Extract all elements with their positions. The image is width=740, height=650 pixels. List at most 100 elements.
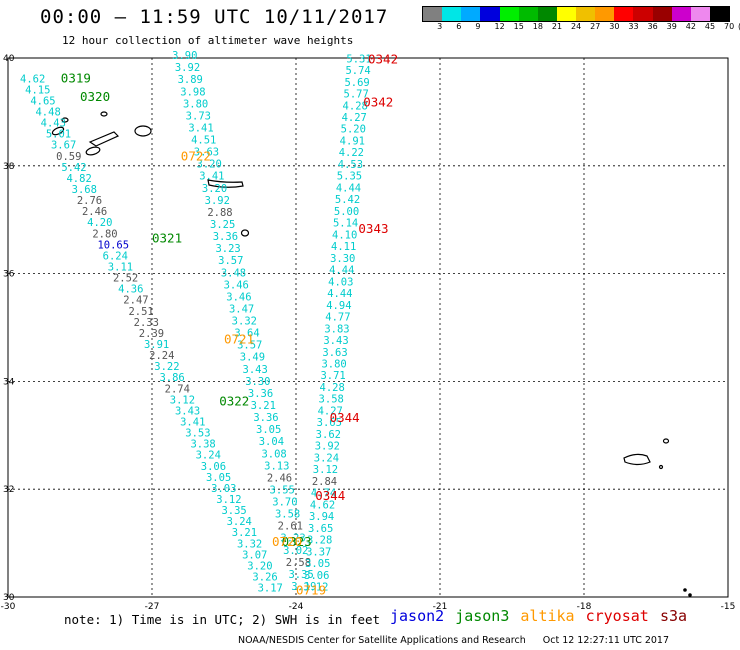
wave-height-value: 4.62	[20, 73, 45, 85]
wave-height-value: 3.04	[259, 436, 284, 448]
wave-height-value: 4.44	[329, 265, 354, 277]
wave-height-value: 5.14	[333, 218, 358, 230]
wave-height-value: 5.31	[346, 53, 371, 65]
wave-height-value: 2.46	[267, 472, 292, 484]
wave-height-value: 4.48	[35, 106, 60, 118]
island-graciosa	[100, 111, 108, 117]
lon-tick-label: -30	[1, 602, 16, 612]
wave-height-value: 0.59	[56, 151, 81, 163]
legend-swatch	[518, 7, 538, 21]
wave-height-value: 3.35	[288, 569, 313, 581]
pass-time-label: 0342	[363, 95, 393, 110]
pass-time-label: 0344	[330, 410, 360, 425]
lat-tick-label: 32	[3, 485, 14, 495]
wave-height-value: 3.12	[303, 582, 328, 594]
wave-height-value: 2.33	[134, 317, 159, 329]
wave-height-value: 4.03	[328, 276, 353, 288]
legend-swatch	[556, 7, 576, 21]
wave-height-value: 3.98	[180, 86, 205, 98]
wave-height-value: 4.22	[339, 147, 364, 159]
wave-height-value: 3.73	[186, 110, 211, 122]
wave-height-value: 4.28	[343, 100, 368, 112]
wave-height-value: 3.49	[240, 352, 265, 364]
map-title: 00:00 – 11:59 UTC 10/11/2017	[40, 6, 389, 28]
wave-height-value: 3.05	[256, 424, 281, 436]
wave-height-value: 3.62	[316, 429, 341, 441]
wave-height-value: 3.36	[213, 231, 238, 243]
wave-height-value: 3.24	[314, 452, 339, 464]
wave-height-value: 3.32	[237, 538, 262, 550]
satellite-legend-item: s3a	[660, 607, 688, 625]
legend-label: 18	[532, 22, 543, 31]
wave-height-value: 2.76	[77, 195, 102, 207]
legend-swatch	[614, 7, 634, 21]
legend-swatch	[652, 7, 672, 21]
cryosat-track: 5.315.745.695.774.284.275.204.914.224.53…	[303, 53, 371, 593]
pass-time-label: 0322	[219, 394, 249, 409]
wave-height-value: 3.55	[270, 484, 295, 496]
wave-height-value: 3.05	[206, 472, 231, 484]
lon-tick-label: -15	[721, 602, 736, 612]
legend-swatch	[423, 7, 443, 21]
legend-label: 6	[456, 22, 462, 31]
wave-height-value: 3.22	[154, 361, 179, 373]
wave-height-value: 4.15	[25, 84, 50, 96]
wave-height-value: 3.21	[251, 400, 276, 412]
island-faial	[85, 146, 101, 156]
wave-height-value: 3.65	[317, 417, 342, 429]
wave-height-value: 4.36	[118, 284, 143, 296]
wave-height-value: 3.63	[322, 347, 347, 359]
wave-height-value: 4.27	[342, 112, 367, 124]
legend-label: 70	[724, 22, 735, 31]
footer-credit: NOAA/NESDIS Center for Satellite Applica…	[238, 635, 669, 646]
legend-swatch	[595, 7, 615, 21]
wave-height-value: 4.77	[325, 312, 350, 324]
legend-swatch	[499, 7, 519, 21]
wave-height-value: 3.19	[291, 581, 316, 593]
wave-height-value: 3.36	[253, 412, 278, 424]
wave-height-value: 5.20	[341, 124, 366, 136]
wave-height-value: 3.65	[308, 523, 333, 535]
pass-time-label: 0323	[282, 534, 312, 549]
legend-swatch	[576, 7, 596, 21]
wave-height-value: 3.13	[264, 460, 289, 472]
wave-height-value: 3.23	[280, 533, 305, 545]
wave-height-value: 4.91	[340, 135, 365, 147]
wave-height-value: 3.53	[185, 428, 210, 440]
wave-height-value: 5.42	[61, 162, 86, 174]
wave-height-value: 2.80	[92, 228, 117, 240]
wave-height-value: 3.24	[196, 450, 221, 462]
wave-height-value: 3.43	[175, 405, 200, 417]
wave-height-value: 2.46	[82, 206, 107, 218]
wave-height-value: 2.47	[123, 295, 148, 307]
wave-height-value: 3.21	[232, 527, 257, 539]
wave-height-value: 3.46	[224, 279, 249, 291]
wave-height-value: 3.12	[313, 464, 338, 476]
wave-height-value: 4.10	[332, 229, 357, 241]
pass-time-label: 0721	[224, 332, 254, 347]
wave-height-value: 4.27	[318, 405, 343, 417]
wave-height-value: 3.67	[51, 140, 76, 152]
wave-height-value: 4.53	[338, 159, 363, 171]
wave-height-value: 3.64	[234, 328, 259, 340]
legend-swatch	[537, 7, 557, 21]
lon-tick-label: -18	[577, 602, 592, 612]
note-text: note: 1) Time is in UTC; 2) SWH is in fe…	[64, 612, 381, 627]
wave-height-value: 3.03	[211, 483, 236, 495]
wave-height-value: 3.12	[216, 494, 241, 506]
wave-height-value: 3.70	[272, 497, 297, 509]
wave-height-value: 3.25	[210, 219, 235, 231]
wave-height-value: 3.20	[202, 183, 227, 195]
satellite-legend-item: jason2	[390, 607, 445, 625]
wave-height-value: 6.24	[103, 250, 128, 262]
legend-swatch	[690, 7, 710, 21]
time-labels: 0319 0320 0722 0321 0721 0322 0342 0342 0343 0344…	[61, 51, 398, 597]
wave-height-value: 4.82	[66, 173, 91, 185]
legend-label: 42	[685, 22, 696, 31]
legend-label: 9	[475, 22, 481, 31]
wave-height-value: 3.08	[261, 448, 286, 460]
wave-height-value: 4.74	[311, 488, 336, 500]
lat-tick-label: 36	[3, 270, 15, 280]
wave-height-value: 3.80	[183, 98, 208, 110]
footer-timestamp: Oct 12 12:27:11 UTC 2017	[542, 635, 670, 646]
